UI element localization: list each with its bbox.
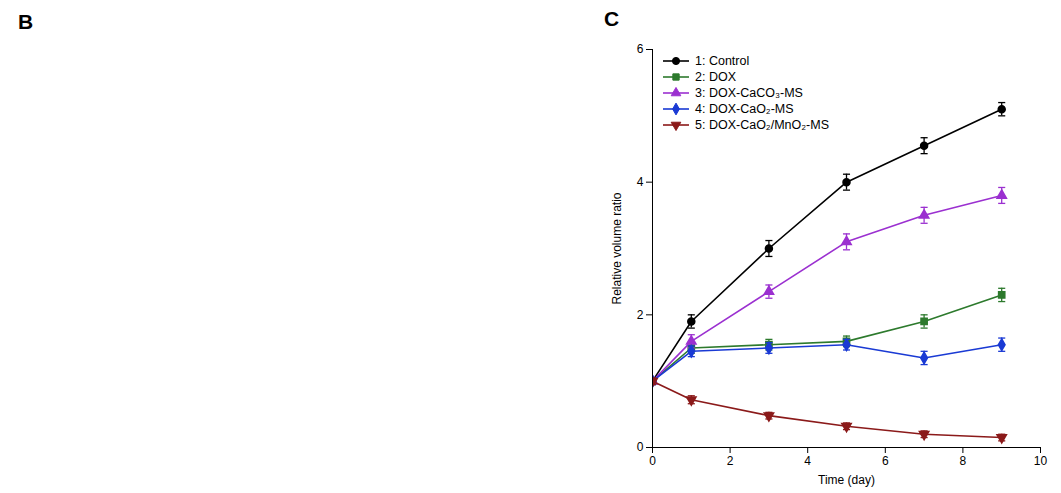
html-text:4: DOX-CaO₂-MS: 4: DOX-CaO₂-MS xyxy=(695,102,794,116)
svg-text:10: 10 xyxy=(1034,454,1048,468)
html-text:C: C xyxy=(604,7,620,30)
html-text:1: Control: 1: Control xyxy=(695,54,750,68)
svg-text:6: 6 xyxy=(637,42,644,56)
svg-text:6: 6 xyxy=(882,454,889,468)
svg-text:2: 2 xyxy=(637,308,644,322)
html-text:B: B xyxy=(18,10,34,33)
svg-text:Relative volume ratio: Relative volume ratio xyxy=(610,192,624,304)
html-text:3: DOX-CaCO₃-MS: 3: DOX-CaCO₃-MS xyxy=(695,86,803,100)
svg-text:0: 0 xyxy=(637,440,644,454)
svg-text:Time (day): Time (day) xyxy=(818,473,875,487)
svg-text:4: 4 xyxy=(804,454,811,468)
svg-text:2: 2 xyxy=(727,454,734,468)
svg-text:0: 0 xyxy=(649,454,656,468)
svg-text:8: 8 xyxy=(960,454,967,468)
html-text:2: DOX: 2: DOX xyxy=(695,70,736,84)
html-text:5: DOX-CaO₂/MnO₂-MS: 5: DOX-CaO₂/MnO₂-MS xyxy=(695,118,829,132)
svg-text:4: 4 xyxy=(637,175,644,189)
